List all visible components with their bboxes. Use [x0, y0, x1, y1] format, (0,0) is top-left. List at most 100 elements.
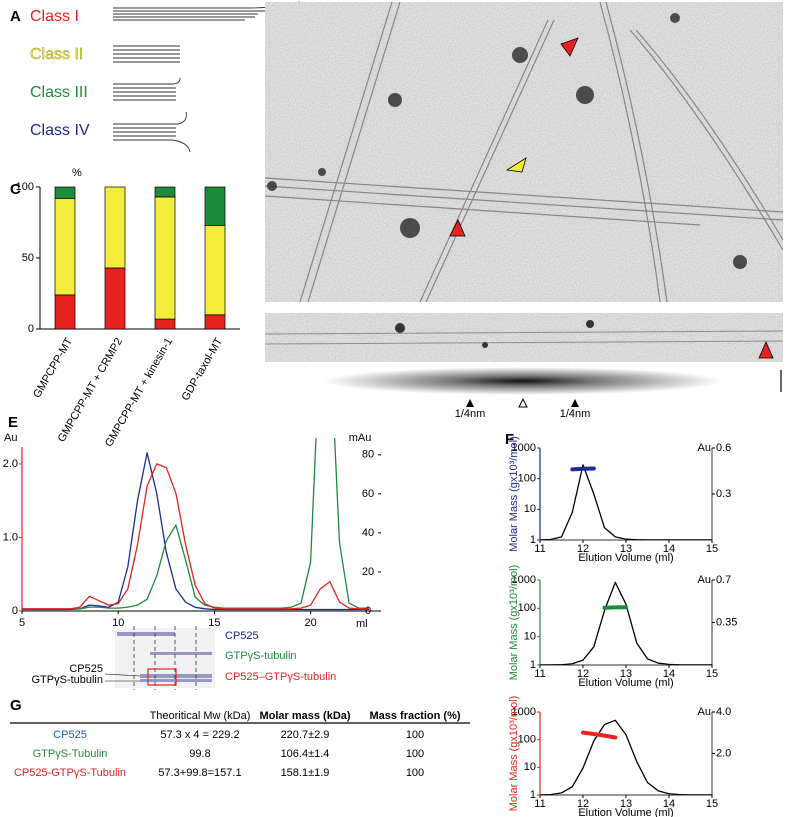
bar-segment: [54, 186, 76, 199]
y2-tick-label: 2.0: [716, 747, 731, 759]
panel-label: F: [505, 431, 514, 448]
y-tick-label: 0: [28, 323, 34, 335]
y-tick-label: 1: [530, 789, 536, 801]
y-axis-label: Au: [4, 432, 17, 444]
x-tick-label: 11: [534, 668, 545, 680]
x-tick-label: 15: [208, 617, 220, 629]
x-tick-label: 11: [534, 543, 545, 555]
x-tick-label: 12: [577, 543, 589, 555]
plot-area: [540, 719, 713, 795]
class-icons: [113, 1, 301, 153]
x-tick-label: 15: [706, 543, 718, 555]
y-tick-label: 100: [518, 734, 536, 746]
y2-tick-label: 0.3: [716, 488, 731, 500]
gel-label: CP525: [69, 663, 103, 675]
legend-entry: CP525: [225, 630, 259, 642]
x-tick-label: 12: [577, 798, 589, 810]
y2-tick-label: 60: [362, 488, 374, 500]
spacing-label: 1/4nm: [560, 408, 591, 420]
x-axis-label: Elution Volume (ml): [578, 552, 673, 564]
y-axis-label: %: [72, 167, 82, 179]
table-cell: 220.7±2.9: [281, 729, 330, 741]
x-tick-label: 13: [620, 668, 632, 680]
plot-area: [540, 464, 713, 540]
panel-label: G: [10, 697, 22, 714]
y2-tick-label: 40: [362, 527, 374, 539]
table-cell: 106.4±1.4: [281, 748, 330, 760]
y-tick-label: 1.0: [3, 531, 18, 543]
table-cell: 57.3 x 4 = 229.2: [160, 729, 239, 741]
y-axis-label: Molar Mass (gx10³/mol): [508, 696, 520, 812]
row-name: CP525: [53, 729, 87, 741]
y-tick-label: 100: [518, 473, 536, 485]
class-label: Class I: [30, 8, 79, 25]
gel-image: [104, 626, 215, 690]
plot-area: [540, 581, 713, 665]
x-tick-label: 13: [620, 798, 632, 810]
x-tick-label: 11: [534, 798, 545, 810]
y-tick-label: 100: [16, 181, 34, 193]
y-tick-label: 1: [530, 659, 536, 671]
x-axis-label: Elution Volume (ml): [578, 807, 673, 817]
x-tick-label: 12: [577, 668, 589, 680]
x-tick-label: 14: [663, 543, 675, 555]
panel-label: E: [8, 414, 18, 431]
bar-segment: [54, 198, 76, 296]
micrograph-d: 1/4nm 1/4nm: [264, 313, 784, 420]
x-tick-label: 14: [663, 668, 675, 680]
x-tick-label: GDP-taxol-MT: [180, 336, 226, 403]
y2-tick-label: 0.6: [716, 442, 731, 454]
series-line: [22, 438, 370, 610]
series-line: [602, 605, 628, 610]
y-tick-label: 2.0: [3, 458, 18, 470]
x-axis-label: ml: [356, 618, 368, 630]
bar-segment: [104, 267, 126, 330]
x-tick-label: 15: [706, 668, 718, 680]
table-cell: 158.1±1.9: [281, 767, 330, 779]
y2-axis-label: Au: [698, 706, 711, 718]
y-tick-label: 100: [518, 602, 536, 614]
row-name: GTPγS-Tubulin: [33, 748, 108, 760]
table-header: Molar mass (kDa): [259, 710, 350, 722]
bar-segment: [204, 224, 226, 316]
y-tick-label: 0: [12, 605, 18, 617]
y2-axis-label: Au: [698, 442, 711, 454]
x-tick-label: 14: [663, 798, 675, 810]
x-tick-label: GMPCPP-MT: [31, 336, 75, 400]
legend-entry: GTPγS-tubulin: [225, 650, 297, 662]
table-header: Mass fraction (%): [369, 710, 460, 722]
series-line: [540, 464, 713, 540]
table-cell: 100: [406, 748, 424, 760]
class-label: Class IV: [30, 122, 90, 139]
y-tick-label: 1000: [512, 442, 536, 454]
x-tick-label: 13: [620, 543, 632, 555]
gel-label: GTPγS-tubulin: [31, 674, 103, 686]
plot-area: [22, 438, 370, 611]
bar-segment: [154, 318, 176, 330]
x-tick-label: 20: [305, 617, 317, 629]
bar-segment: [104, 186, 126, 269]
y-tick-label: 1: [530, 534, 536, 546]
micrograph-b: [264, 1, 784, 303]
y-tick-label: 10: [524, 503, 536, 515]
y-axis-label: Molar Mass (gx10³/mol): [508, 565, 520, 681]
table-cell: 100: [406, 767, 424, 779]
table-cell: 100: [406, 729, 424, 741]
series-line: [581, 730, 618, 740]
x-tick-label: 15: [706, 798, 718, 810]
panel-label: C: [10, 181, 21, 198]
y2-tick-label: 4.0: [716, 706, 731, 718]
legend-entry: CP525–GTPγS-tubulin: [225, 671, 336, 683]
y2-axis-label: Au: [698, 574, 711, 586]
y2-tick-label: 20: [362, 566, 374, 578]
y2-tick-label: 0.7: [716, 574, 731, 586]
table-cell: 57.3+99.8=157.1: [158, 767, 241, 779]
y-tick-label: 10: [524, 631, 536, 643]
y-tick-label: 1000: [512, 574, 536, 586]
bar-segment: [154, 186, 176, 198]
series-line: [540, 581, 713, 665]
y2-tick-label: 0.35: [716, 616, 737, 628]
row-name: CP525-GTPγS-Tubulin: [14, 767, 126, 779]
class-label: Class II: [30, 46, 83, 63]
